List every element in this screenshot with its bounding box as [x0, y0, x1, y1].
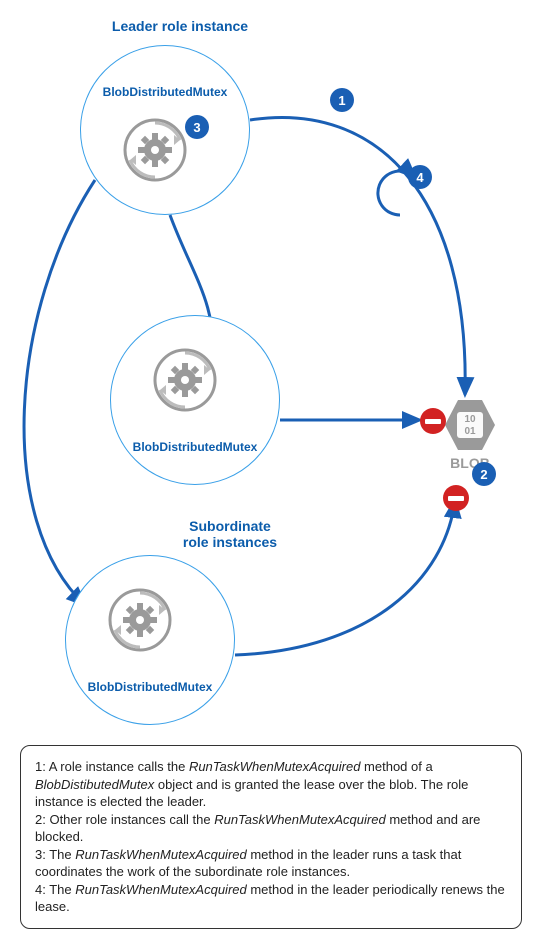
badge-4: 4 [408, 165, 432, 189]
blob-text-top: 10 [464, 414, 476, 425]
gear-icon-leader [120, 115, 190, 190]
l2m: RunTaskWhenMutexAcquired [214, 812, 386, 827]
l1m: RunTaskWhenMutexAcquired [189, 759, 361, 774]
l3a: 3: The [35, 847, 75, 862]
heading-subordinate-line1: Subordinate [189, 518, 271, 534]
blob-mutex-diagram: Leader role instance Subordinate role in… [0, 0, 542, 886]
l1b: method of a [360, 759, 432, 774]
arrow-1-leader-to-blob [250, 117, 465, 395]
l1c: BlobDistibutedMutex [35, 777, 154, 792]
l1a: 1: A role instance calls the [35, 759, 189, 774]
gear-icon-bottom [105, 585, 175, 660]
l3m: RunTaskWhenMutexAcquired [75, 847, 247, 862]
heading-leader: Leader role instance [80, 18, 280, 34]
node-leader-label: BlobDistributedMutex [88, 85, 242, 99]
blob-text-bottom: 01 [464, 426, 476, 437]
node-bottom-label: BlobDistributedMutex [73, 680, 227, 694]
badge-1: 1 [330, 88, 354, 112]
badge-2: 2 [472, 462, 496, 486]
no-entry-icon-middle [420, 408, 446, 434]
l2a: 2: Other role instances call the [35, 812, 214, 827]
blob-icon: 10 01 [440, 395, 500, 460]
gear-icon-middle [150, 345, 220, 420]
l4a: 4: The [35, 882, 75, 897]
heading-subordinate: Subordinate role instances [150, 518, 310, 550]
heading-subordinate-line2: role instances [183, 534, 277, 550]
l4m: RunTaskWhenMutexAcquired [75, 882, 247, 897]
arrow-leader-to-bottom [24, 180, 95, 605]
legend-box: 1: A role instance calls the RunTaskWhen… [20, 745, 522, 929]
no-entry-icon-bottom [443, 485, 469, 511]
badge-3: 3 [185, 115, 209, 139]
legend-text: 1: A role instance calls the RunTaskWhen… [35, 758, 507, 916]
node-middle-label: BlobDistributedMutex [118, 440, 272, 454]
